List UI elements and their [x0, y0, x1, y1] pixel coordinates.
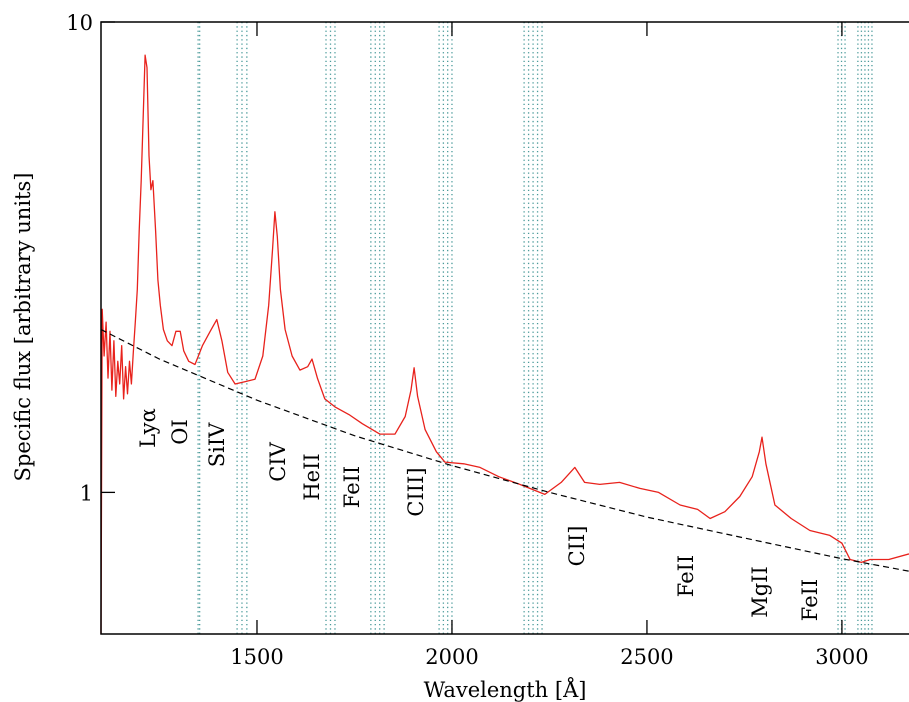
- line-label: HeII: [300, 453, 324, 500]
- line-label: CIV: [266, 441, 290, 481]
- line-label: FeII: [798, 579, 822, 621]
- x-tick-label: 3000: [815, 645, 868, 669]
- line-label: Lyα: [136, 408, 160, 448]
- absorption-band: [837, 22, 846, 634]
- spectrum-line: [100, 54, 909, 635]
- absorption-band: [857, 22, 873, 634]
- x-tick-label: 1500: [230, 645, 283, 669]
- absorption-band: [523, 22, 543, 634]
- y-tick-label: 10: [66, 11, 93, 35]
- line-label: OI: [168, 419, 192, 445]
- line-label: FeII: [340, 466, 364, 508]
- x-tick-label: 2500: [620, 645, 673, 669]
- line-label: CII]: [565, 526, 589, 567]
- y-axis-title: Specific flux [arbitrary units]: [11, 173, 35, 482]
- absorption-band: [236, 22, 248, 634]
- absorption-band: [370, 22, 385, 634]
- line-label: SiIV: [205, 422, 229, 467]
- plot-frame: [100, 21, 909, 635]
- y-tick-label: 1: [80, 481, 93, 505]
- absorption-band: [438, 22, 453, 634]
- x-tick-label: 2000: [425, 645, 478, 669]
- line-label: FeII: [674, 555, 698, 597]
- line-label: MgII: [748, 566, 772, 618]
- line-label: CIII]: [404, 467, 428, 516]
- absorption-band: [197, 22, 201, 634]
- x-axis-title: Wavelength [Å]: [424, 677, 587, 702]
- absorption-band: [325, 22, 336, 634]
